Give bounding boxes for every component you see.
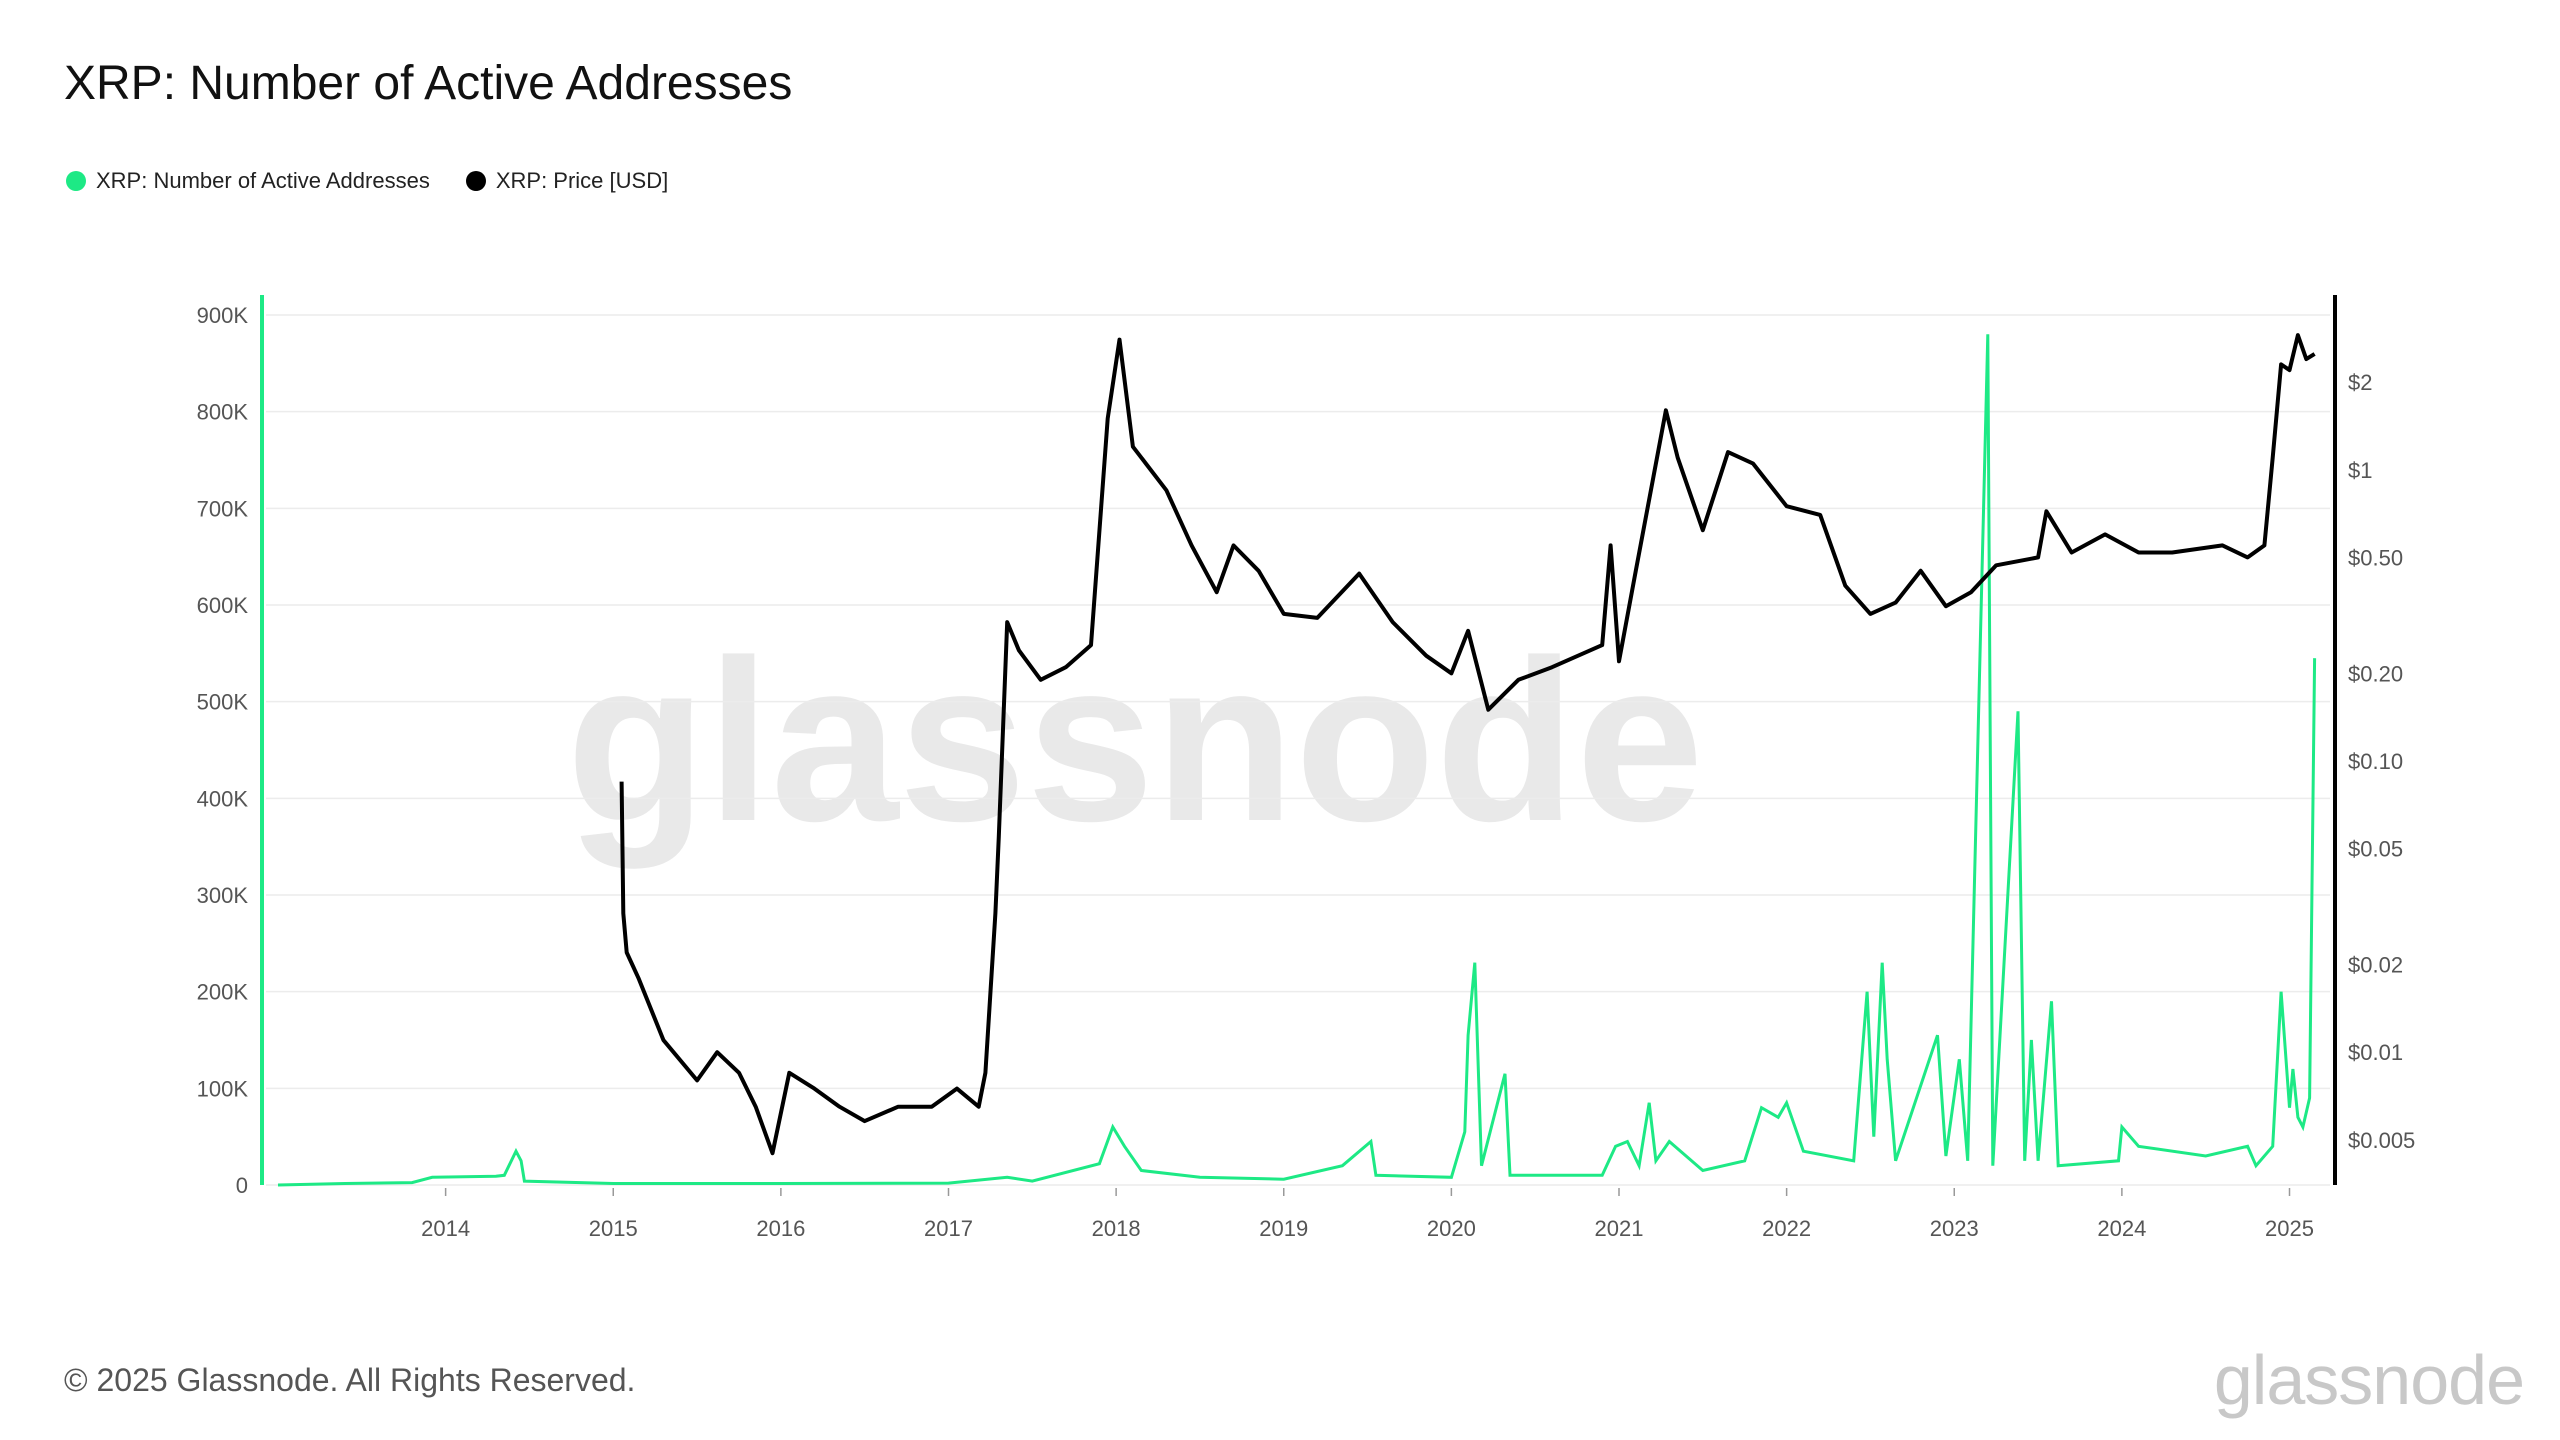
x-tick-label: 2020 bbox=[1427, 1216, 1476, 1241]
y-left-tick-label: 400K bbox=[197, 786, 249, 811]
y-right-tick-label: $1 bbox=[2348, 458, 2372, 483]
x-tick-label: 2016 bbox=[756, 1216, 805, 1241]
series-line-price bbox=[619, 333, 2316, 1156]
x-tick-label: 2017 bbox=[924, 1216, 973, 1241]
x-tick-label: 2014 bbox=[421, 1216, 470, 1241]
legend-label-active-addresses: XRP: Number of Active Addresses bbox=[96, 168, 430, 193]
y-left-tick-label: 700K bbox=[197, 496, 249, 521]
y-right-tick-label: $0.005 bbox=[2348, 1128, 2415, 1153]
legend-item-price[interactable]: XRP: Price [USD] bbox=[465, 168, 669, 194]
y-left-tick-label: 800K bbox=[197, 400, 249, 425]
left-axis-ticks: 0 100K 200K 300K 400K 500K 600K 700K 800K 900K bbox=[197, 303, 249, 1198]
y-left-tick-label: 300K bbox=[197, 883, 249, 908]
y-right-tick-label: $0.01 bbox=[2348, 1040, 2403, 1065]
x-tick-label: 2023 bbox=[1930, 1216, 1979, 1241]
x-tick-label: 2018 bbox=[1092, 1216, 1141, 1241]
y-right-tick-label: $2 bbox=[2348, 370, 2372, 395]
y-left-tick-label: 0 bbox=[236, 1173, 248, 1198]
series-line-active-addresses bbox=[277, 334, 2317, 1187]
right-axis-ticks: $0.005 $0.01 $0.02 $0.05 $0.10 $0.20 $0.50 $1 $2 bbox=[2348, 370, 2415, 1153]
y-left-tick-label: 500K bbox=[197, 690, 249, 715]
legend-label-price: XRP: Price [USD] bbox=[495, 168, 669, 193]
grid-lines bbox=[266, 314, 2330, 1186]
legend-item-active-addresses[interactable]: XRP: Number of Active Addresses bbox=[66, 168, 430, 194]
chart-title: XRP: Number of Active Addresses bbox=[64, 57, 793, 110]
x-axis-ticks: 2014 2015 2016 2017 2018 2019 2020 2021 2022 2023… bbox=[421, 1188, 2314, 1241]
x-tick-label: 2022 bbox=[1762, 1216, 1811, 1241]
y-left-tick-label: 200K bbox=[197, 980, 249, 1005]
copyright-footer: © 2025 Glassnode. All Rights Reserved. bbox=[64, 1362, 636, 1398]
y-right-tick-label: $0.02 bbox=[2348, 953, 2403, 978]
watermark: glassnode bbox=[566, 612, 1704, 869]
x-tick-label: 2021 bbox=[1595, 1216, 1644, 1241]
legend: XRP: Number of Active Addresses XRP: Pri… bbox=[66, 168, 668, 194]
y-left-tick-label: 900K bbox=[197, 303, 249, 328]
x-tick-label: 2019 bbox=[1259, 1216, 1308, 1241]
y-left-tick-label: 100K bbox=[197, 1076, 249, 1101]
x-tick-label: 2024 bbox=[2097, 1216, 2146, 1241]
glassnode-logo: glassnode bbox=[2213, 1341, 2525, 1419]
y-right-tick-label: $0.10 bbox=[2348, 749, 2403, 774]
legend-dot-green bbox=[66, 171, 86, 191]
y-left-tick-label: 600K bbox=[197, 593, 249, 618]
x-tick-label: 2015 bbox=[589, 1216, 638, 1241]
y-right-tick-label: $0.50 bbox=[2348, 545, 2403, 570]
y-right-tick-label: $0.05 bbox=[2348, 837, 2403, 862]
x-tick-label: 2025 bbox=[2265, 1216, 2314, 1241]
y-right-tick-label: $0.20 bbox=[2348, 661, 2403, 686]
legend-dot-black bbox=[465, 171, 486, 191]
